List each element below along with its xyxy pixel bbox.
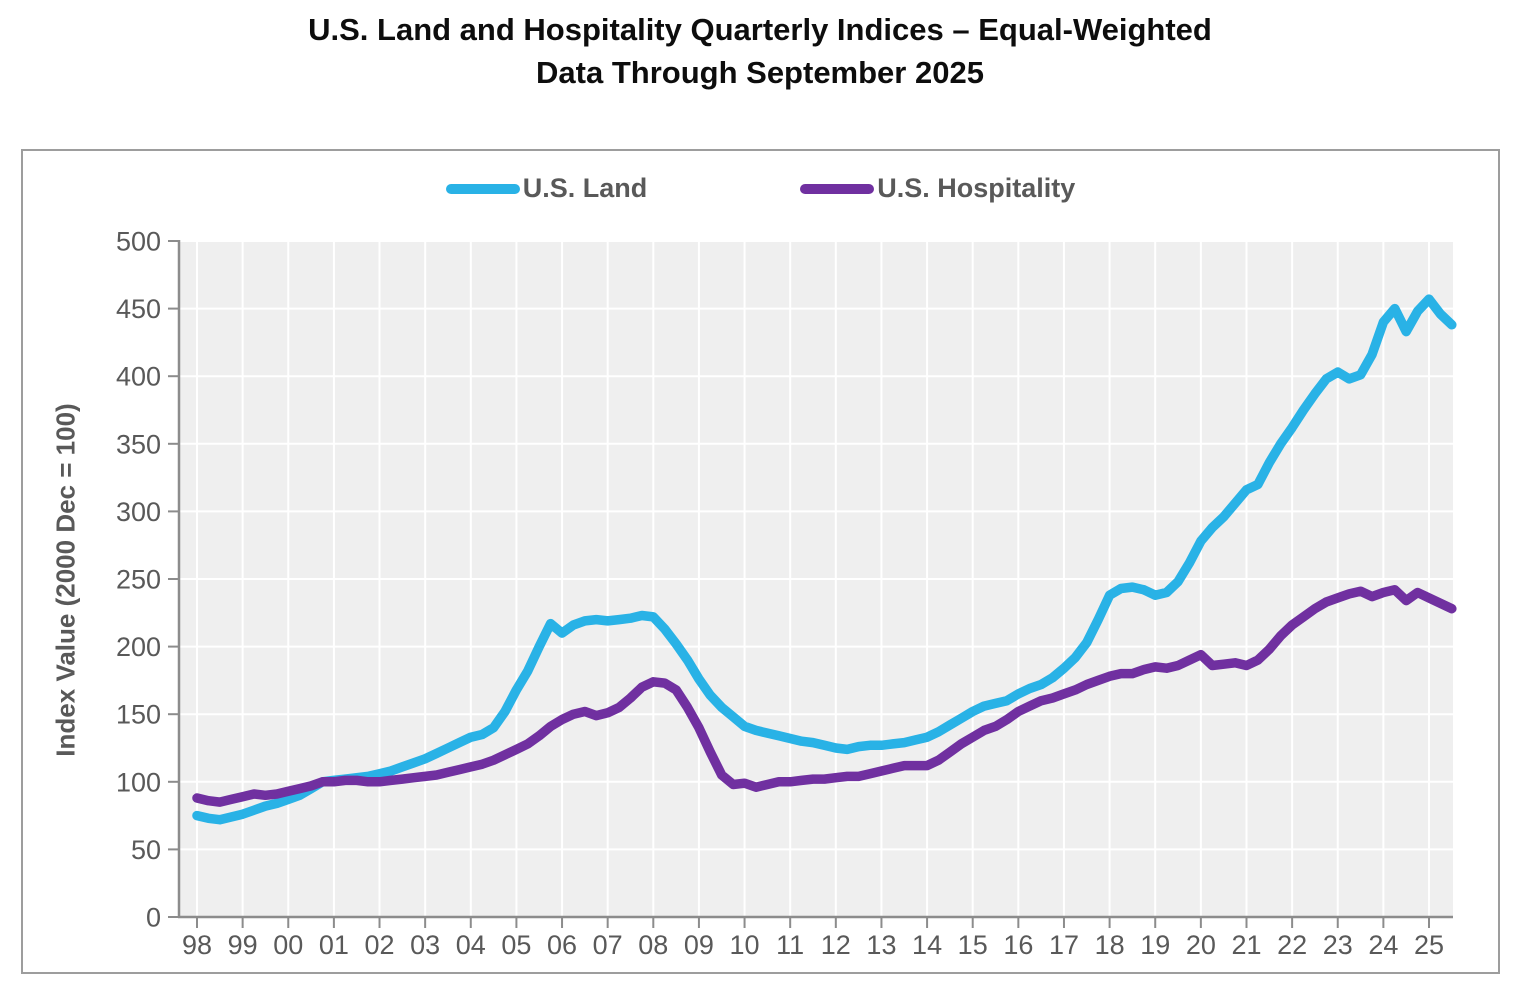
- x-tick-label: 01: [319, 930, 349, 960]
- x-tick-label: 18: [1095, 930, 1125, 960]
- x-tick-label: 03: [410, 930, 440, 960]
- x-tick-label: 10: [730, 930, 760, 960]
- x-tick-label: 16: [1003, 930, 1033, 960]
- x-tick-label: 21: [1231, 930, 1261, 960]
- legend-item-us-land: U.S. Land: [445, 173, 648, 204]
- y-tick-label: 500: [116, 227, 161, 257]
- x-tick-label: 09: [684, 930, 714, 960]
- legend-label-us-hospitality: U.S. Hospitality: [877, 173, 1076, 203]
- chart-title-line2: Data Through September 2025: [536, 55, 984, 90]
- legend-label-us-land: U.S. Land: [522, 173, 648, 203]
- x-tick-label: 12: [821, 930, 851, 960]
- chart-area: 0 50 100 150 200 250 300 350 400 450 500 98 99 00 01 02…: [21, 149, 1500, 974]
- y-tick-label: 100: [116, 767, 161, 797]
- x-tick-label: 22: [1277, 930, 1307, 960]
- x-tick-label: 06: [547, 930, 577, 960]
- legend-item-us-hospitality: U.S. Hospitality: [800, 173, 1075, 204]
- y-tick-label: 250: [116, 565, 161, 595]
- series-line-u-s-hospitality: [192, 585, 1457, 807]
- x-tick-label: 13: [866, 930, 896, 960]
- x-tick-label: 02: [364, 930, 394, 960]
- us-land-line-swatch: [445, 183, 520, 194]
- x-tick-label: 04: [456, 930, 486, 960]
- x-tick-label: 11: [776, 930, 804, 960]
- page-title: U.S. Land and Hospitality Quarterly Indi…: [0, 8, 1520, 94]
- y-tick-label: 0: [146, 903, 161, 933]
- x-tick-label: 99: [228, 930, 258, 960]
- series-line-u-s-land: [192, 294, 1457, 825]
- chart-title-line1: U.S. Land and Hospitality Quarterly Indi…: [308, 12, 1212, 47]
- y-tick-label: 150: [116, 700, 161, 730]
- x-tick-label: 98: [182, 930, 212, 960]
- x-tick-label: 08: [638, 930, 668, 960]
- y-tick-label: 200: [116, 632, 161, 662]
- x-tick-label: 00: [273, 930, 303, 960]
- y-axis-title: Index Value (2000 Dec = 100): [50, 403, 81, 757]
- x-tick-label: 19: [1140, 930, 1170, 960]
- x-tick-label: 25: [1414, 930, 1444, 960]
- y-tick-label: 50: [131, 835, 161, 865]
- x-tick-label: 23: [1323, 930, 1353, 960]
- x-tick-label: 17: [1049, 930, 1079, 960]
- us-hospitality-line-swatch: [800, 183, 875, 194]
- y-tick-label: 400: [116, 362, 161, 392]
- x-tick-label: 07: [593, 930, 623, 960]
- chart-legend: U.S. Land U.S. Hospitality: [23, 173, 1498, 204]
- y-tick-label: 350: [116, 429, 161, 459]
- y-tick-label: 300: [116, 497, 161, 527]
- y-tick-label: 450: [116, 294, 161, 324]
- x-tick-label: 15: [958, 930, 988, 960]
- x-tick-label: 24: [1368, 930, 1398, 960]
- x-tick-label: 05: [501, 930, 531, 960]
- x-tick-label: 20: [1186, 930, 1216, 960]
- x-tick-label: 14: [912, 930, 942, 960]
